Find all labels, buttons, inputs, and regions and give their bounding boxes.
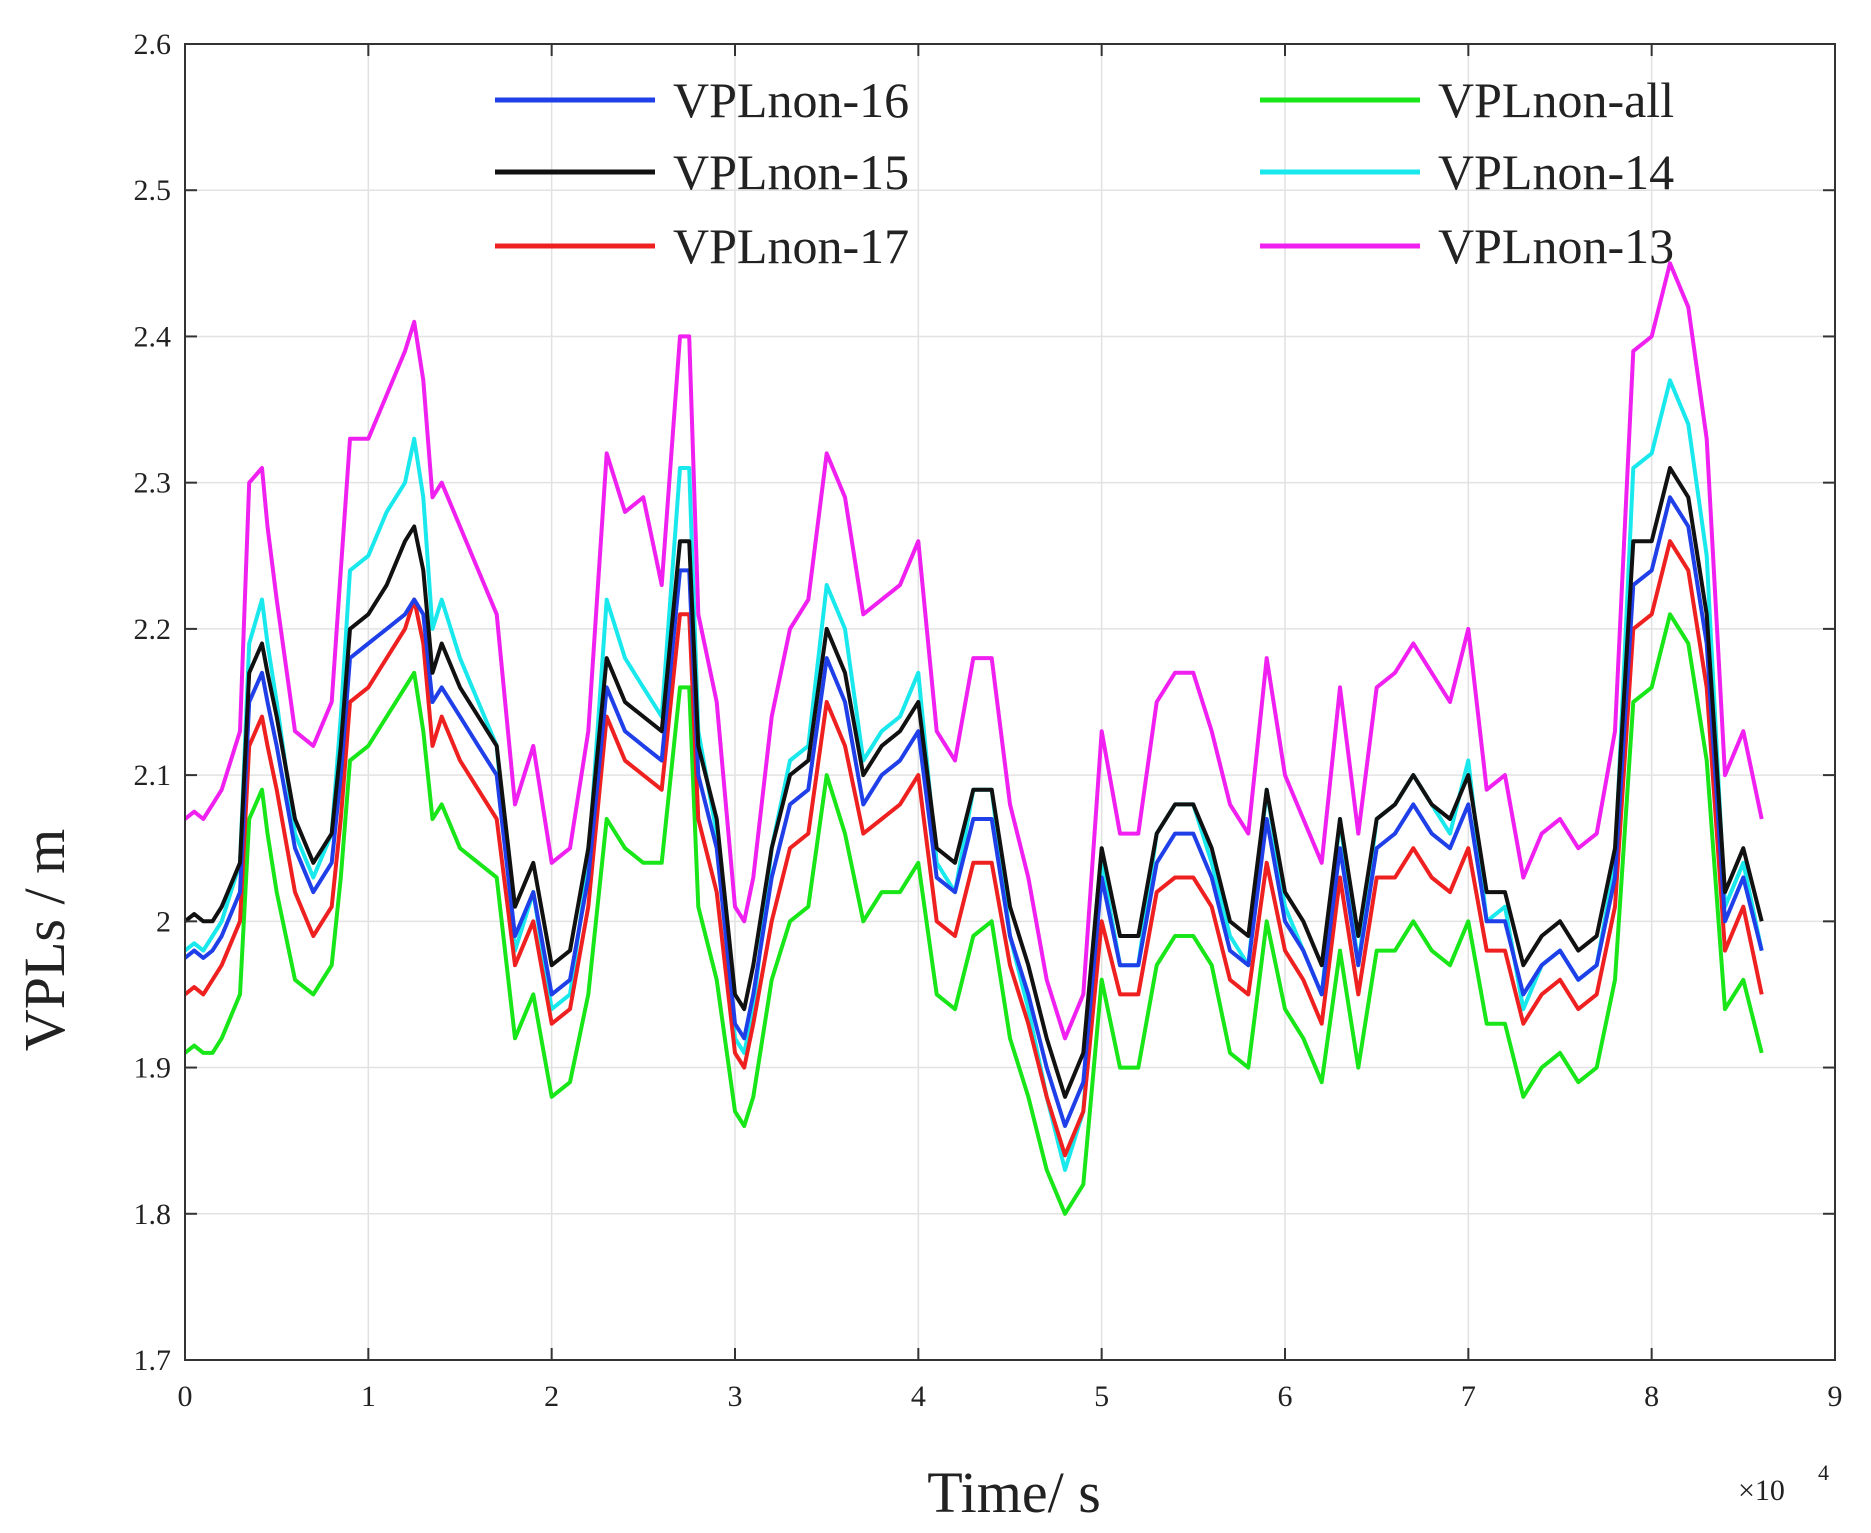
y-tick-label: 2: [156, 905, 171, 938]
x-tick-label: 0: [178, 1380, 193, 1413]
y-tick-label: 1.8: [134, 1198, 172, 1231]
series-lines: [183, 261, 1764, 1216]
y-tick-label: 1.9: [134, 1052, 172, 1085]
series-line-vplnon-16: [183, 495, 1764, 1128]
y-tick-label: 2.2: [134, 613, 172, 646]
x-tick-label: 4: [911, 1380, 926, 1413]
y-tick-label: 2.5: [134, 174, 172, 207]
series-line-vplnon-15: [183, 466, 1764, 1099]
y-axis-title: VPLs / m: [12, 829, 77, 1051]
x-tick-label: 7: [1461, 1380, 1476, 1413]
legend-label: VPLnon-13: [1438, 218, 1674, 274]
y-tick-label: 2.1: [134, 759, 172, 792]
x-axis-title: Time/ s: [927, 1460, 1101, 1525]
x-tick-label: 9: [1828, 1380, 1843, 1413]
x-scale-factor: ×10: [1738, 1474, 1785, 1507]
x-tick-label: 3: [728, 1380, 743, 1413]
y-tick-label: 2.3: [134, 467, 172, 500]
legend-label: VPLnon-all: [1438, 72, 1674, 128]
series-line-vplnon-all: [183, 612, 1764, 1216]
legend: VPLnon-16 VPLnon-15 VPLnon-17 VPLnon-all VPL…: [495, 72, 1674, 274]
legend-label: VPLnon-15: [673, 144, 909, 200]
series-line-vplnon-17: [183, 539, 1764, 1158]
x-tick-label: 8: [1644, 1380, 1659, 1413]
legend-label: VPLnon-16: [673, 72, 909, 128]
x-tick-label: 6: [1278, 1380, 1293, 1413]
x-tick-label: 2: [544, 1380, 559, 1413]
plot-frame: [184, 43, 1836, 1361]
x-tick-label: 5: [1094, 1380, 1109, 1413]
y-tick-label: 2.4: [134, 320, 172, 353]
y-tick-label: 2.6: [134, 28, 172, 61]
y-tick-label: 1.7: [134, 1344, 172, 1377]
x-tick-label: 1: [361, 1380, 376, 1413]
y-axis-ticks: 1.7 1.8 1.9 2 2.1 2.2 2.3 2.4 2.5 2.6: [134, 28, 1835, 1377]
legend-label: VPLnon-14: [1438, 144, 1674, 200]
x-axis-ticks: 0 1 2 3 4 5 6 7 8 9: [178, 44, 1843, 1413]
x-scale-exponent: 4: [1818, 1460, 1829, 1485]
legend-label: VPLnon-17: [673, 218, 909, 274]
series-line-vplnon-13: [183, 261, 1764, 1041]
